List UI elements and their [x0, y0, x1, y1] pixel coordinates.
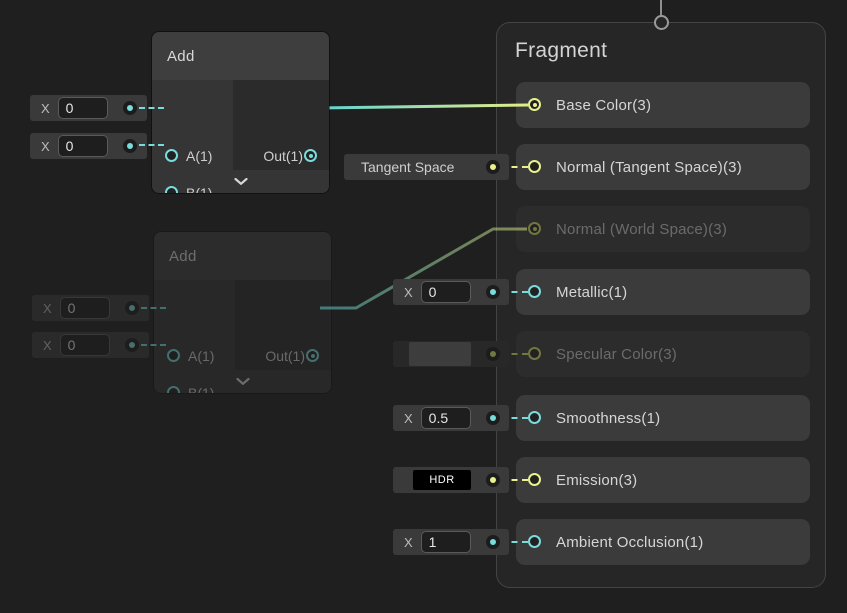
fragment-row-normal-world: Normal (World Space)(3): [516, 206, 810, 252]
add-node-2-port-b[interactable]: [167, 386, 180, 393]
metallic-value-field[interactable]: 0: [420, 281, 471, 303]
vertex-fragment-edge[interactable]: [660, 0, 662, 17]
add-node-1-body: A(1) B(1) Out(1): [152, 80, 329, 193]
add2-input-b-widget: X 0: [32, 332, 149, 358]
port-smoothness[interactable]: [528, 411, 541, 424]
add-node-1[interactable]: Add A(1) B(1) Out(1): [152, 32, 329, 193]
port-ambient-occlusion[interactable]: [528, 535, 541, 548]
add-node-2-body: A(1) B(1) Out(1): [154, 280, 331, 393]
emission-default-dot: [486, 473, 500, 487]
smoothness-value-widget: X 0.5: [393, 405, 509, 431]
smoothness-default-dot: [486, 411, 500, 425]
add-node-2-port-b-label: B(1): [188, 385, 215, 393]
add-node-1-header: Add: [152, 32, 329, 80]
specular-default-dot: [486, 347, 500, 361]
ambient-occlusion-value-widget: X 1: [393, 529, 509, 555]
add1-b-dash: [139, 144, 164, 146]
fragment-row-normal-tangent: Normal (Tangent Space)(3): [516, 144, 810, 190]
add1-b-default-dot: [123, 139, 137, 153]
add-node-2-port-out[interactable]: [306, 349, 319, 362]
add-node-2-port-a[interactable]: [167, 349, 180, 362]
emission-dash: [501, 479, 528, 481]
port-normal-tangent[interactable]: [528, 160, 541, 173]
fragment-row-emission: Emission(3): [516, 457, 810, 503]
add2-b-default-dot: [125, 338, 139, 352]
ambient-occlusion-default-dot: [486, 535, 500, 549]
add2-b-dash: [141, 344, 166, 346]
add-node-1-expand-button[interactable]: [152, 170, 329, 193]
add-node-1-port-b[interactable]: [165, 186, 178, 193]
metallic-default-dot: [486, 285, 500, 299]
add1-a-dash: [139, 107, 164, 109]
fragment-row-metallic: Metallic(1): [516, 269, 810, 315]
add-node-2-expand-button[interactable]: [154, 370, 331, 393]
normal-tangent-dash: [501, 166, 528, 168]
add-node-1-port-a-label: A(1): [186, 148, 213, 164]
ambient-occlusion-dash: [501, 541, 528, 543]
port-emission[interactable]: [528, 473, 541, 486]
chevron-down-icon: [233, 177, 248, 185]
fragment-row-base-color: Base Color(3): [516, 82, 810, 128]
fragment-row-smoothness: Smoothness(1): [516, 395, 810, 441]
add2-input-a-field[interactable]: 0: [59, 297, 110, 319]
add2-input-a-widget: X 0: [32, 295, 149, 321]
smoothness-dash: [501, 417, 528, 419]
add1-input-a-field[interactable]: 0: [57, 97, 108, 119]
normal-tangent-default-dot: [486, 160, 500, 174]
add-node-1-port-a[interactable]: [165, 149, 178, 162]
fragment-stack-title: Fragment: [515, 39, 608, 62]
add-node-2[interactable]: Add A(1) B(1) Out(1): [154, 232, 331, 393]
smoothness-value-field[interactable]: 0.5: [420, 407, 471, 429]
add-node-2-port-a-label: A(1): [188, 348, 215, 364]
add-node-2-header: Add: [154, 232, 331, 280]
ambient-occlusion-value-field[interactable]: 1: [420, 531, 471, 553]
add2-a-default-dot: [125, 301, 139, 315]
port-base-color[interactable]: [528, 98, 541, 111]
add-node-2-port-out-label: Out(1): [265, 348, 305, 364]
port-metallic[interactable]: [528, 285, 541, 298]
specular-dash: [501, 353, 528, 355]
stack-connector-port[interactable]: [654, 15, 669, 30]
add2-input-b-field[interactable]: 0: [59, 334, 110, 356]
fragment-row-specular: Specular Color(3): [516, 331, 810, 377]
port-specular[interactable]: [528, 347, 541, 360]
add1-input-b-field[interactable]: 0: [57, 135, 108, 157]
add-node-1-port-out-label: Out(1): [263, 148, 303, 164]
emission-hdr-swatch[interactable]: HDR: [413, 470, 471, 490]
port-normal-world[interactable]: [528, 222, 541, 235]
add-node-2-title: Add: [169, 247, 197, 265]
add2-a-dash: [141, 307, 166, 309]
specular-color-swatch[interactable]: [409, 342, 471, 366]
add-node-1-port-b-label: B(1): [186, 185, 213, 193]
add1-a-default-dot: [123, 101, 137, 115]
normal-space-dropdown[interactable]: Tangent Space: [344, 154, 509, 180]
add-node-1-port-out[interactable]: [304, 149, 317, 162]
fragment-row-ambient-occlusion: Ambient Occlusion(1): [516, 519, 810, 565]
chevron-down-icon: [235, 377, 250, 385]
add-node-1-title: Add: [167, 47, 195, 65]
